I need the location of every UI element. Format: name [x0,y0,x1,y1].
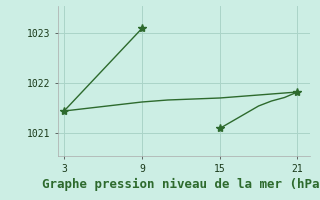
X-axis label: Graphe pression niveau de la mer (hPa): Graphe pression niveau de la mer (hPa) [42,178,320,191]
